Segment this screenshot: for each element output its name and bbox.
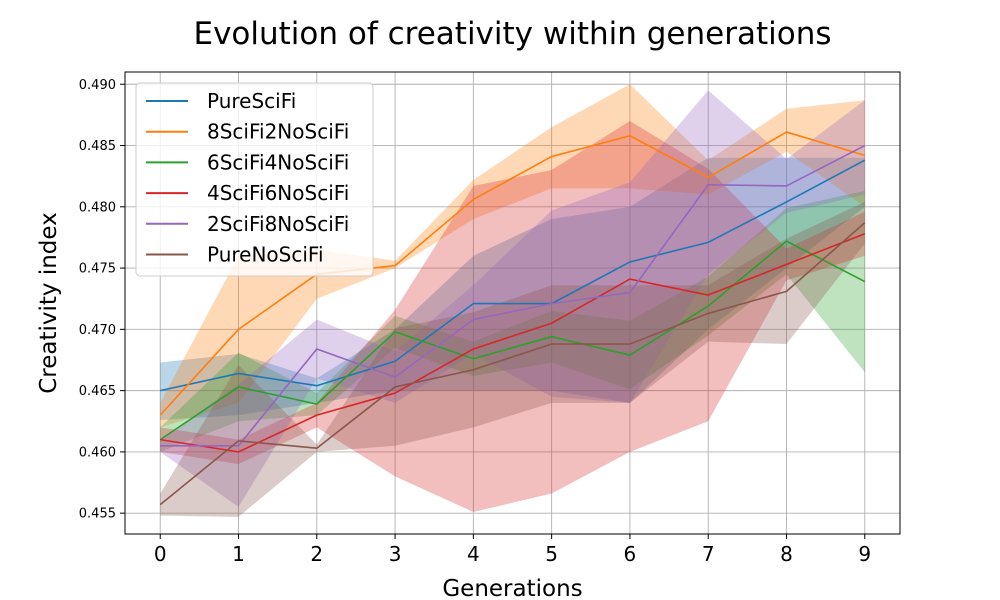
y-tick-label: 0.465: [79, 384, 116, 399]
confidence-bands: [160, 84, 865, 517]
y-tick-label: 0.475: [79, 262, 116, 277]
x-tick-label: 4: [467, 542, 480, 566]
line-PureSciFi: [160, 159, 866, 392]
x-tick-label: 1: [232, 542, 245, 566]
series-lines: [159, 131, 866, 506]
legend-box: [135, 82, 374, 277]
x-tick-label: 6: [624, 542, 637, 566]
x-tick-label: 5: [545, 542, 558, 566]
x-tick-label: 7: [702, 542, 715, 566]
y-tick-label: 0.490: [79, 78, 116, 93]
chart-title: Evolution of creativity within generatio…: [193, 16, 831, 52]
line-8SciFi2NoSciFi: [159, 131, 865, 416]
plot-area-frame: [124, 71, 901, 535]
legend-label: PureNoSciFi: [207, 243, 324, 267]
x-tick-label: 8: [780, 542, 793, 566]
x-tick-label: 9: [858, 542, 871, 566]
x-tick-label: 2: [310, 542, 323, 566]
x-tick-label: 3: [389, 542, 402, 566]
y-tick-label: 0.455: [79, 507, 116, 522]
legend: PureSciFi 8SciFi2NoSciFi 6SciFi4NoSciFi 4Sc…: [135, 82, 374, 277]
line-PureNoSciFi: [159, 222, 866, 506]
legend-label: 8SciFi2NoSciFi: [207, 120, 349, 144]
x-tick-label: 0: [154, 542, 167, 566]
legend-label: 2SciFi8NoSciFi: [207, 212, 349, 236]
band-8SciFi2NoSciFi: [160, 84, 865, 428]
grid-lines: [125, 72, 900, 534]
legend-label: PureSciFi: [207, 89, 296, 113]
band-PureSciFi: [160, 157, 865, 421]
band-2SciFi8NoSciFi: [160, 90, 865, 508]
line-6SciFi4NoSciFi: [159, 240, 866, 441]
legend-label: 6SciFi4NoSciFi: [207, 150, 349, 174]
band-PureNoSciFi: [160, 201, 865, 517]
line-2SciFi8NoSciFi: [160, 144, 866, 447]
y-tick-label: 0.470: [79, 323, 116, 338]
x-axis-label: Generations: [442, 576, 582, 600]
y-tick-label: 0.480: [79, 200, 116, 215]
line-4SciFi6NoSciFi: [160, 233, 866, 453]
x-axis: 0 1 2 3 4 5 6 7 8 9: [154, 534, 871, 566]
legend-label: 4SciFi6NoSciFi: [207, 181, 349, 205]
y-tick-label: 0.485: [79, 139, 116, 154]
y-tick-label: 0.460: [79, 445, 116, 460]
band-4SciFi6NoSciFi: [160, 121, 865, 512]
y-axis-label: Creativity index: [36, 212, 62, 394]
y-axis: 0.455 0.460 0.465 0.470 0.475 0.480 0.485 0.490: [79, 78, 125, 522]
